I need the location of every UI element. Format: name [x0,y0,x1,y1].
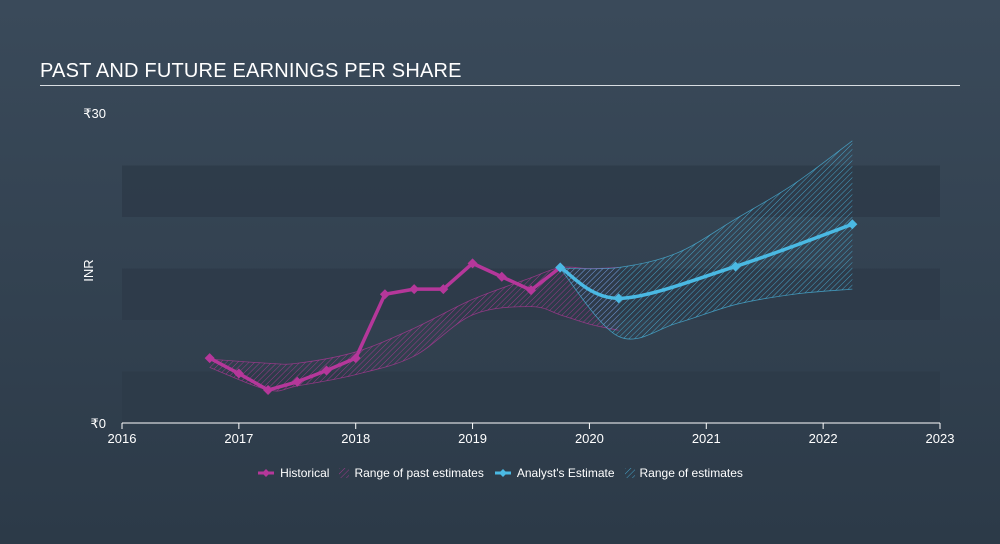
historical-point[interactable] [438,284,449,295]
x-tick-label: 2020 [575,431,604,446]
past-estimate-range-upper [209,266,619,365]
y-tick-label-bottom: ₹0 [90,416,106,431]
axes: ₹30 ₹0 INR [81,106,940,431]
y-tick-label-top: ₹30 [83,106,106,121]
x-tick-label: 2022 [809,431,838,446]
estimate-point[interactable] [613,293,624,304]
historical-point[interactable] [409,284,420,295]
future-estimate-range-lower [559,268,853,340]
past-estimate-range-lower [209,306,619,392]
historical-point[interactable] [350,353,361,364]
series-markers [204,219,858,396]
historical-point[interactable] [233,368,244,379]
x-axis-ticks: 2016 2017 2018 2019 2020 2021 2022 2023 [108,423,955,446]
title-divider [40,85,960,86]
past-estimate-range [209,266,619,392]
past-range-swatch-icon [339,468,350,478]
historical-point[interactable] [496,271,507,282]
historical-point[interactable] [204,353,215,364]
chart-title: PAST AND FUTURE EARNINGS PER SHARE [40,60,462,82]
legend-label: Range of past estimates [354,466,484,480]
historical-point[interactable] [526,285,536,296]
legend-label: Historical [280,466,330,480]
x-tick-label: 2023 [926,431,955,446]
legend-historical[interactable]: Historical [257,466,329,480]
legend-future-range[interactable]: Range of estimates [624,466,743,480]
legend-label: Range of estimates [639,466,743,480]
estimate-swatch-icon [494,469,511,477]
future-estimate-range [560,140,853,340]
future-estimate-range-upper [560,140,853,270]
estimate-ranges [209,140,853,392]
x-tick-label: 2018 [341,431,370,446]
estimate-point[interactable] [730,261,741,272]
legend: Historical Range of past estimates Analy… [0,466,1000,480]
historical-swatch-icon [258,469,275,477]
x-tick-label: 2017 [224,431,253,446]
legend-past-range[interactable]: Range of past estimates [339,466,484,480]
estimate-line [558,222,855,301]
legend-analyst-estimate[interactable]: Analyst's Estimate [494,466,615,480]
historical-point[interactable] [263,385,274,396]
historical-point[interactable] [292,376,303,387]
future-range-swatch-icon [624,468,635,478]
y-axis-label: INR [81,259,96,281]
legend-label: Analyst's Estimate [516,466,615,480]
historical-point[interactable] [467,258,478,269]
estimate-point[interactable] [555,262,566,273]
estimate-point[interactable] [847,219,858,230]
x-tick-label: 2016 [108,431,137,446]
x-tick-label: 2019 [458,431,487,446]
x-tick-label: 2021 [692,431,721,446]
historical-point[interactable] [321,365,332,376]
historical-point[interactable] [379,289,390,300]
